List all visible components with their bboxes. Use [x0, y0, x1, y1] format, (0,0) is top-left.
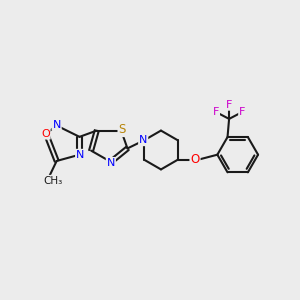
Text: F: F — [213, 107, 219, 117]
Text: O: O — [190, 153, 200, 166]
Text: N: N — [76, 150, 84, 160]
Text: S: S — [118, 123, 126, 136]
Text: CH₃: CH₃ — [43, 176, 62, 186]
Text: N: N — [52, 120, 61, 130]
Text: F: F — [239, 107, 245, 117]
Text: N: N — [107, 158, 115, 168]
Text: N: N — [139, 135, 147, 145]
Text: O: O — [41, 129, 50, 139]
Text: F: F — [226, 100, 232, 110]
